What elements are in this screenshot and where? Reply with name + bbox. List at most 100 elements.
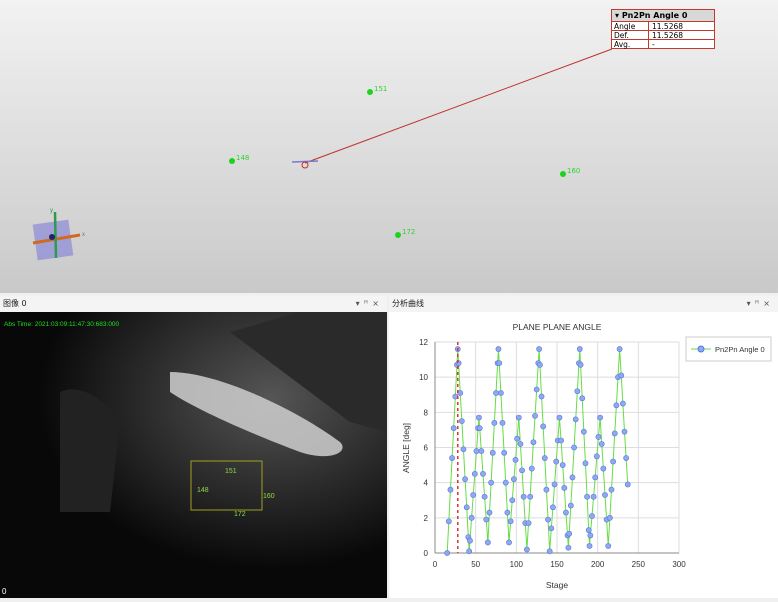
roi-box xyxy=(190,460,263,511)
data-point xyxy=(450,425,457,432)
data-point xyxy=(565,544,572,551)
data-point xyxy=(611,430,618,437)
x-axis-label: x xyxy=(82,232,85,238)
data-point xyxy=(558,437,564,444)
data-point xyxy=(525,520,532,527)
data-point xyxy=(593,453,600,460)
data-point xyxy=(517,441,524,447)
data-point xyxy=(449,455,455,461)
timestamp-overlay: Abs Time: 2021:03:09:11:47:30:683:000 xyxy=(4,321,120,328)
data-point xyxy=(580,428,587,435)
series-line xyxy=(446,349,629,554)
data-point xyxy=(447,486,454,493)
y-tick-label: 12 xyxy=(419,338,428,347)
pin-icon[interactable]: ꟸ xyxy=(754,299,764,308)
data-point xyxy=(509,497,516,504)
chart-panel-header[interactable]: 分析曲线 ▾ꟸ× xyxy=(389,296,778,312)
data-point xyxy=(602,492,608,498)
data-point xyxy=(528,465,535,472)
data-point xyxy=(606,514,613,521)
data-point xyxy=(502,479,509,486)
data-point xyxy=(507,518,514,525)
marker-label: 160 xyxy=(263,493,275,500)
data-point xyxy=(610,458,617,465)
point-label: 172 xyxy=(402,228,416,236)
image-panel-title: 图像 0 xyxy=(3,299,27,308)
3d-viewport[interactable]: 151 148 160 172 x y ▾ Pn2Pn Angle 0 Angl… xyxy=(0,0,778,293)
data-point xyxy=(589,513,595,519)
data-point xyxy=(592,474,599,481)
marker-label: 172 xyxy=(234,511,246,518)
data-point xyxy=(462,476,468,483)
data-point xyxy=(524,546,530,553)
data-point xyxy=(561,485,568,491)
infobox-row: Def. 11.5268 xyxy=(612,30,714,40)
image-panel-header[interactable]: 图像 0 ▾ꟸ× xyxy=(0,296,387,312)
data-point xyxy=(527,493,534,500)
close-icon[interactable]: × xyxy=(372,299,383,308)
data-point xyxy=(619,400,626,407)
measurement-infobox[interactable]: ▾ Pn2Pn Angle 0 Angle 11.5268 Def. 11.5268… xyxy=(611,9,715,49)
data-point xyxy=(616,346,623,352)
data-point xyxy=(572,416,579,423)
y-axis-label: y xyxy=(50,208,53,214)
analysis-chart[interactable]: PLANE PLANE ANGLE Stage ANGLE [deg] 0 50 1… xyxy=(389,312,778,598)
data-point xyxy=(530,439,537,446)
camera-frame: 151 148 160 172 Abs Time: 2021:03:09:11:… xyxy=(0,312,387,598)
axis-gizmo-icon xyxy=(32,211,81,261)
y-axis-title: ANGLE [deg] xyxy=(401,423,411,473)
data-point xyxy=(506,539,512,546)
data-point xyxy=(467,537,473,544)
data-point xyxy=(567,502,574,509)
data-point xyxy=(566,530,573,537)
data-point xyxy=(471,470,478,477)
data-point xyxy=(624,481,631,488)
data-point xyxy=(605,543,612,549)
data-point xyxy=(545,516,551,523)
x-tick-label: 0 xyxy=(433,560,438,569)
point-148[interactable] xyxy=(229,158,235,164)
dropdown-icon[interactable]: ▾ xyxy=(746,299,755,308)
data-point xyxy=(569,474,576,481)
x-tick-label: 150 xyxy=(550,560,564,569)
data-point xyxy=(468,514,475,521)
data-point xyxy=(595,434,602,440)
data-point xyxy=(466,548,473,555)
data-point xyxy=(586,543,593,549)
point-label: 160 xyxy=(567,167,581,175)
data-point xyxy=(576,346,583,352)
data-point xyxy=(550,504,556,511)
data-point xyxy=(608,486,615,493)
point-172[interactable] xyxy=(395,232,401,238)
data-point xyxy=(556,414,563,421)
point-160[interactable] xyxy=(560,171,566,177)
data-point xyxy=(476,425,483,432)
y-tick-label: 6 xyxy=(424,444,429,453)
close-icon[interactable]: × xyxy=(763,299,774,308)
infobox-header[interactable]: ▾ Pn2Pn Angle 0 xyxy=(612,10,714,21)
data-point xyxy=(515,414,522,421)
x-tick-label: 100 xyxy=(510,560,524,569)
collapse-icon[interactable]: ▾ xyxy=(615,11,622,20)
data-point xyxy=(582,460,589,467)
data-point xyxy=(590,493,597,500)
point-151[interactable] xyxy=(367,89,373,95)
marker-label: 151 xyxy=(225,468,237,475)
data-point xyxy=(618,372,625,379)
y-tick-label: 2 xyxy=(424,514,429,523)
data-point xyxy=(585,527,592,534)
y-tick-label: 4 xyxy=(424,479,429,488)
data-point xyxy=(613,402,620,409)
pin-icon[interactable]: ꟸ xyxy=(363,299,373,308)
data-point xyxy=(476,414,482,421)
y-tick-label: 8 xyxy=(424,408,429,417)
dropdown-icon[interactable]: ▾ xyxy=(355,299,364,308)
x-tick-label: 250 xyxy=(632,560,646,569)
camera-image[interactable]: 151 148 160 172 Abs Time: 2021:03:09:11:… xyxy=(0,312,387,598)
x-axis-title: Stage xyxy=(546,580,568,590)
data-point xyxy=(486,509,493,516)
data-point xyxy=(546,548,553,555)
data-point xyxy=(584,493,590,500)
data-point xyxy=(504,509,511,516)
x-tick-label: 300 xyxy=(672,560,686,569)
